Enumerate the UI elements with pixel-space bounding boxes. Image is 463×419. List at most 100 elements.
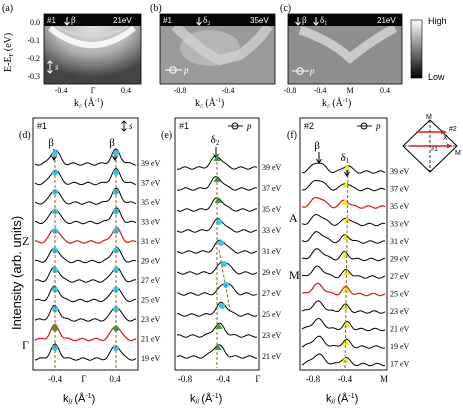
peak-marker (221, 261, 227, 267)
xtick: Γ (81, 374, 86, 384)
panel-c-energy: 21eV (377, 16, 396, 25)
edc-curve (176, 301, 258, 317)
panel-f-xlabel: k//(Å-1) (326, 392, 358, 406)
energy-label: 39 eV (262, 163, 282, 172)
panel-e-cut: #1 (179, 121, 189, 131)
xtick: M (346, 86, 353, 95)
energy-label: 37 eV (141, 179, 161, 188)
panel-a-polarization-icon (47, 60, 53, 74)
edc-curve (301, 162, 386, 174)
energy-label: 29 eV (390, 255, 410, 264)
panel-d-symbol-gamma: Γ (22, 338, 29, 352)
peak-marker (52, 306, 58, 312)
panel-d-beta-right: β (109, 137, 115, 149)
panel-e-pol: p (246, 121, 252, 131)
peak-marker (113, 286, 119, 293)
energy-label: 17 eV (390, 360, 410, 369)
edc-curve (301, 231, 385, 244)
panel-f-beta: β (314, 140, 320, 152)
xtick: -0.4 (48, 374, 63, 384)
edc-curve (301, 353, 386, 367)
energy-label: 27 eV (262, 289, 282, 298)
map-b-glow (180, 30, 240, 66)
ytick: 0.0 (30, 18, 40, 27)
peak-marker (342, 338, 350, 345)
xtick: M (380, 374, 388, 384)
energy-label: 27 eV (141, 276, 161, 285)
energy-label: 33 eV (390, 220, 410, 229)
colorbar-high: High (428, 16, 447, 26)
energy-label: 21 eV (390, 325, 410, 334)
panel-b-tag: (b) (150, 3, 162, 14)
edc-curve (301, 179, 386, 192)
energy-label: 37 eV (262, 184, 282, 193)
energy-label: 33 eV (262, 226, 282, 235)
panel-b-cut: #1 (163, 16, 172, 25)
panel-f-curves (301, 162, 386, 369)
panel-e-frame (174, 117, 260, 371)
panel-e-delta2: δ2 (211, 134, 220, 147)
bz-label-cut2: #2 (449, 126, 457, 133)
energy-label: 31 eV (390, 237, 410, 246)
edc-curve (34, 304, 137, 322)
panel-d-pol: s (129, 121, 133, 131)
panel-a-tag: (a) (2, 3, 13, 14)
panel-d-tag: (d) (19, 130, 31, 141)
edc-curve (34, 343, 137, 361)
top-ylabel-unit: (eV) (3, 33, 14, 51)
panel-f-symbol-a: A (289, 211, 298, 225)
xtick: -0.4 (338, 374, 353, 384)
energy-label: 31 eV (141, 237, 161, 246)
panel-e-energy-labels: 39 eV 37 eV 35 eV 33 eV 31 eV 29 eV 27 eV 25 eV… (262, 163, 282, 361)
bz-arrow-1-head-icon (447, 143, 452, 149)
panel-c-arrow-icon-2 (313, 17, 319, 26)
svg-text:E-EF(eV): E-EF(eV) (3, 33, 15, 72)
xtick: -0.8 (284, 86, 297, 95)
bz-label-x: X (443, 135, 448, 142)
panel-f: (f) #2 p β δ1 A M 39 eV 37 eV 35 eV 33 eV 31… (287, 117, 410, 406)
peak-marker (341, 303, 349, 310)
energy-label: 29 eV (262, 268, 282, 277)
map-b-frame (159, 13, 276, 85)
edc-curve (34, 167, 137, 186)
energy-label: 25 eV (141, 296, 161, 305)
ytick: -0.1 (27, 36, 40, 45)
xtick: -0.4 (216, 374, 231, 384)
edc-curve (301, 282, 386, 297)
peak-marker (343, 163, 351, 170)
panel-c-band1: β (302, 15, 307, 25)
panel-d-curves (34, 148, 137, 368)
edc-curve (34, 247, 137, 264)
panel-c-tag: (c) (280, 3, 291, 14)
xlabel-b: k//(Å-1) (195, 97, 224, 110)
energy-label: 35 eV (390, 202, 410, 211)
panel-f-delta1: δ1 (341, 152, 350, 165)
bz-label-m-top: M (426, 114, 432, 121)
panel-b-pol-icon (169, 66, 177, 74)
panel-f-cut: #2 (304, 121, 314, 131)
edc-curve (301, 213, 386, 227)
common-ylabel-text: Intensity (arb. units) (9, 216, 24, 330)
xtick: -0.8 (306, 374, 321, 384)
energy-label: 21 eV (141, 335, 161, 344)
peak-marker (341, 198, 349, 205)
edc-curve (301, 248, 386, 262)
energy-label: 31 eV (262, 247, 282, 256)
edc-curve (301, 300, 386, 314)
peak-marker (343, 216, 351, 223)
panel-b-energy: 35eV (250, 16, 269, 25)
peak-marker (52, 286, 58, 293)
energy-label: 39 eV (141, 159, 161, 168)
panel-e-xticks: -0.8 -0.4 Γ (178, 374, 261, 384)
common-ylabel: Intensity (arb. units) (9, 216, 24, 330)
peak-marker (341, 356, 349, 363)
peak-marker (342, 233, 350, 240)
edc-curve (176, 261, 258, 275)
xtick: 0.4 (121, 86, 131, 95)
top-ylabel-sub: F (9, 52, 15, 56)
peak-marker (52, 325, 58, 332)
xtick: -0.4 (55, 86, 68, 95)
map-b-top-strip (160, 14, 275, 26)
